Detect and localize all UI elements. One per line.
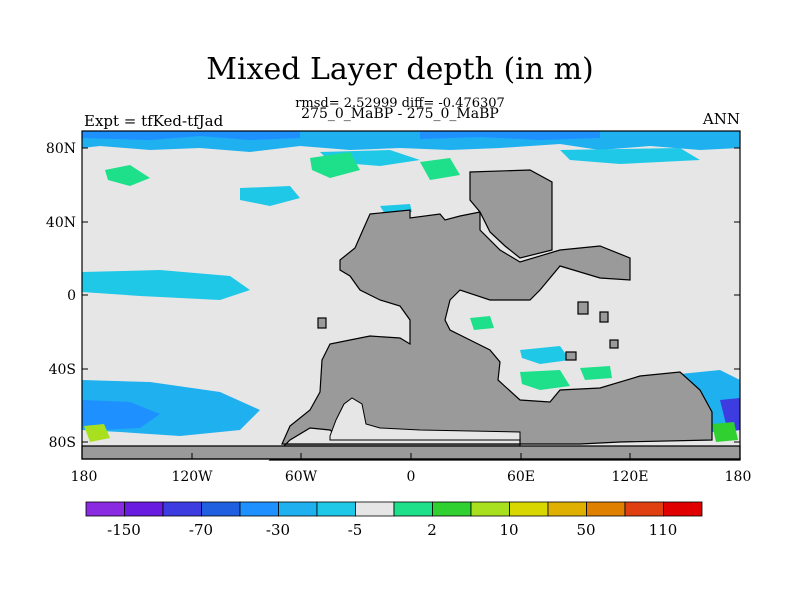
island-3 bbox=[599, 311, 609, 323]
colorbar-label-neg70: -70 bbox=[189, 521, 213, 539]
colorbar-box bbox=[586, 501, 626, 517]
southern-ocean-east-dark bbox=[720, 398, 740, 432]
anomaly-patches bbox=[82, 131, 740, 442]
north-cyan-atl bbox=[240, 186, 300, 206]
colorbar: -150 -70 -30 -5 2 10 50 110 bbox=[85, 501, 703, 539]
colorbar-box bbox=[663, 501, 703, 517]
island-5 bbox=[609, 339, 619, 349]
colorbar-label-10: 10 bbox=[499, 521, 518, 539]
colorbar-box bbox=[201, 501, 241, 517]
colorbar-label-50: 50 bbox=[576, 521, 595, 539]
lat-label-40n: 40N bbox=[46, 215, 76, 231]
south-cyan-1 bbox=[520, 346, 570, 364]
southern-ocean-dark bbox=[82, 400, 160, 430]
land-mass-north bbox=[469, 169, 553, 259]
north-green-3 bbox=[420, 158, 460, 180]
colorbar-box bbox=[547, 501, 587, 517]
colorbar-box bbox=[278, 501, 318, 517]
colorbar-box bbox=[470, 501, 510, 517]
colorbar-box bbox=[316, 501, 356, 517]
arctic-dark-band-2 bbox=[420, 131, 600, 140]
longitude-ticks bbox=[81, 453, 741, 459]
lon-label-180e: 180 bbox=[725, 469, 752, 485]
inland-sea bbox=[329, 397, 521, 441]
north-green-2 bbox=[310, 152, 360, 178]
case-line: 275_0_MaBP - 275_0_MaBP bbox=[301, 106, 499, 122]
south-green-1 bbox=[520, 370, 570, 390]
colorbar-box bbox=[509, 501, 549, 517]
lon-label-180w: 180 bbox=[71, 469, 98, 485]
colorbar-label-neg150: -150 bbox=[107, 521, 141, 539]
experiment-label: Expt = tfKed-tfJad bbox=[84, 112, 224, 130]
tropic-green bbox=[470, 316, 494, 330]
colorbar-box bbox=[432, 501, 472, 517]
south-green-patch-east bbox=[712, 422, 738, 442]
colorbar-box bbox=[393, 501, 433, 517]
lat-label-80s: 80S bbox=[49, 435, 76, 451]
tropic-cyan-band bbox=[82, 270, 250, 300]
colorbar-box bbox=[85, 501, 125, 517]
lat-label-0: 0 bbox=[67, 288, 76, 304]
colorbar-box bbox=[124, 501, 164, 517]
colorbar-label-neg5: -5 bbox=[348, 521, 363, 539]
lon-label-60e: 60E bbox=[507, 469, 535, 485]
south-green-2 bbox=[580, 366, 612, 380]
colorbar-label-neg30: -30 bbox=[266, 521, 290, 539]
colorbar-box bbox=[624, 501, 664, 517]
colorbar-boxes bbox=[85, 501, 703, 517]
colorbar-box bbox=[162, 501, 202, 517]
latitude-labels: 80N 40N 0 40S 80S bbox=[46, 141, 76, 451]
island-2 bbox=[577, 301, 589, 315]
north-green-1 bbox=[105, 165, 150, 186]
land-mass-main bbox=[268, 209, 741, 461]
south-yellow-patch bbox=[84, 424, 110, 442]
arctic-cyan-2 bbox=[560, 148, 700, 164]
stats-line: rmsd= 2.52999 diff= -0.476307 bbox=[295, 96, 505, 111]
lon-label-0: 0 bbox=[407, 469, 416, 485]
lon-label-120w: 120W bbox=[171, 469, 213, 485]
lat-label-80n: 80N bbox=[46, 141, 76, 157]
colorbar-label-110: 110 bbox=[649, 521, 678, 539]
colorbar-labels: -150 -70 -30 -5 2 10 50 110 bbox=[107, 521, 677, 539]
colorbar-box bbox=[239, 501, 279, 517]
colorbar-box bbox=[355, 501, 395, 517]
lon-label-120e: 120E bbox=[612, 469, 649, 485]
plot-title: Mixed Layer depth (in m) bbox=[206, 52, 594, 87]
season-label: ANN bbox=[702, 110, 740, 128]
latitude-ticks bbox=[82, 147, 740, 443]
arctic-dark-band bbox=[82, 131, 300, 140]
longitude-labels: 180 120W 60W 0 60E 120E 180 bbox=[71, 469, 752, 485]
lat-label-40s: 40S bbox=[49, 362, 76, 378]
island-1 bbox=[317, 317, 327, 329]
land-masses bbox=[81, 169, 741, 461]
lon-label-60w: 60W bbox=[285, 469, 318, 485]
colorbar-label-2: 2 bbox=[427, 521, 437, 539]
island-4 bbox=[565, 351, 577, 361]
